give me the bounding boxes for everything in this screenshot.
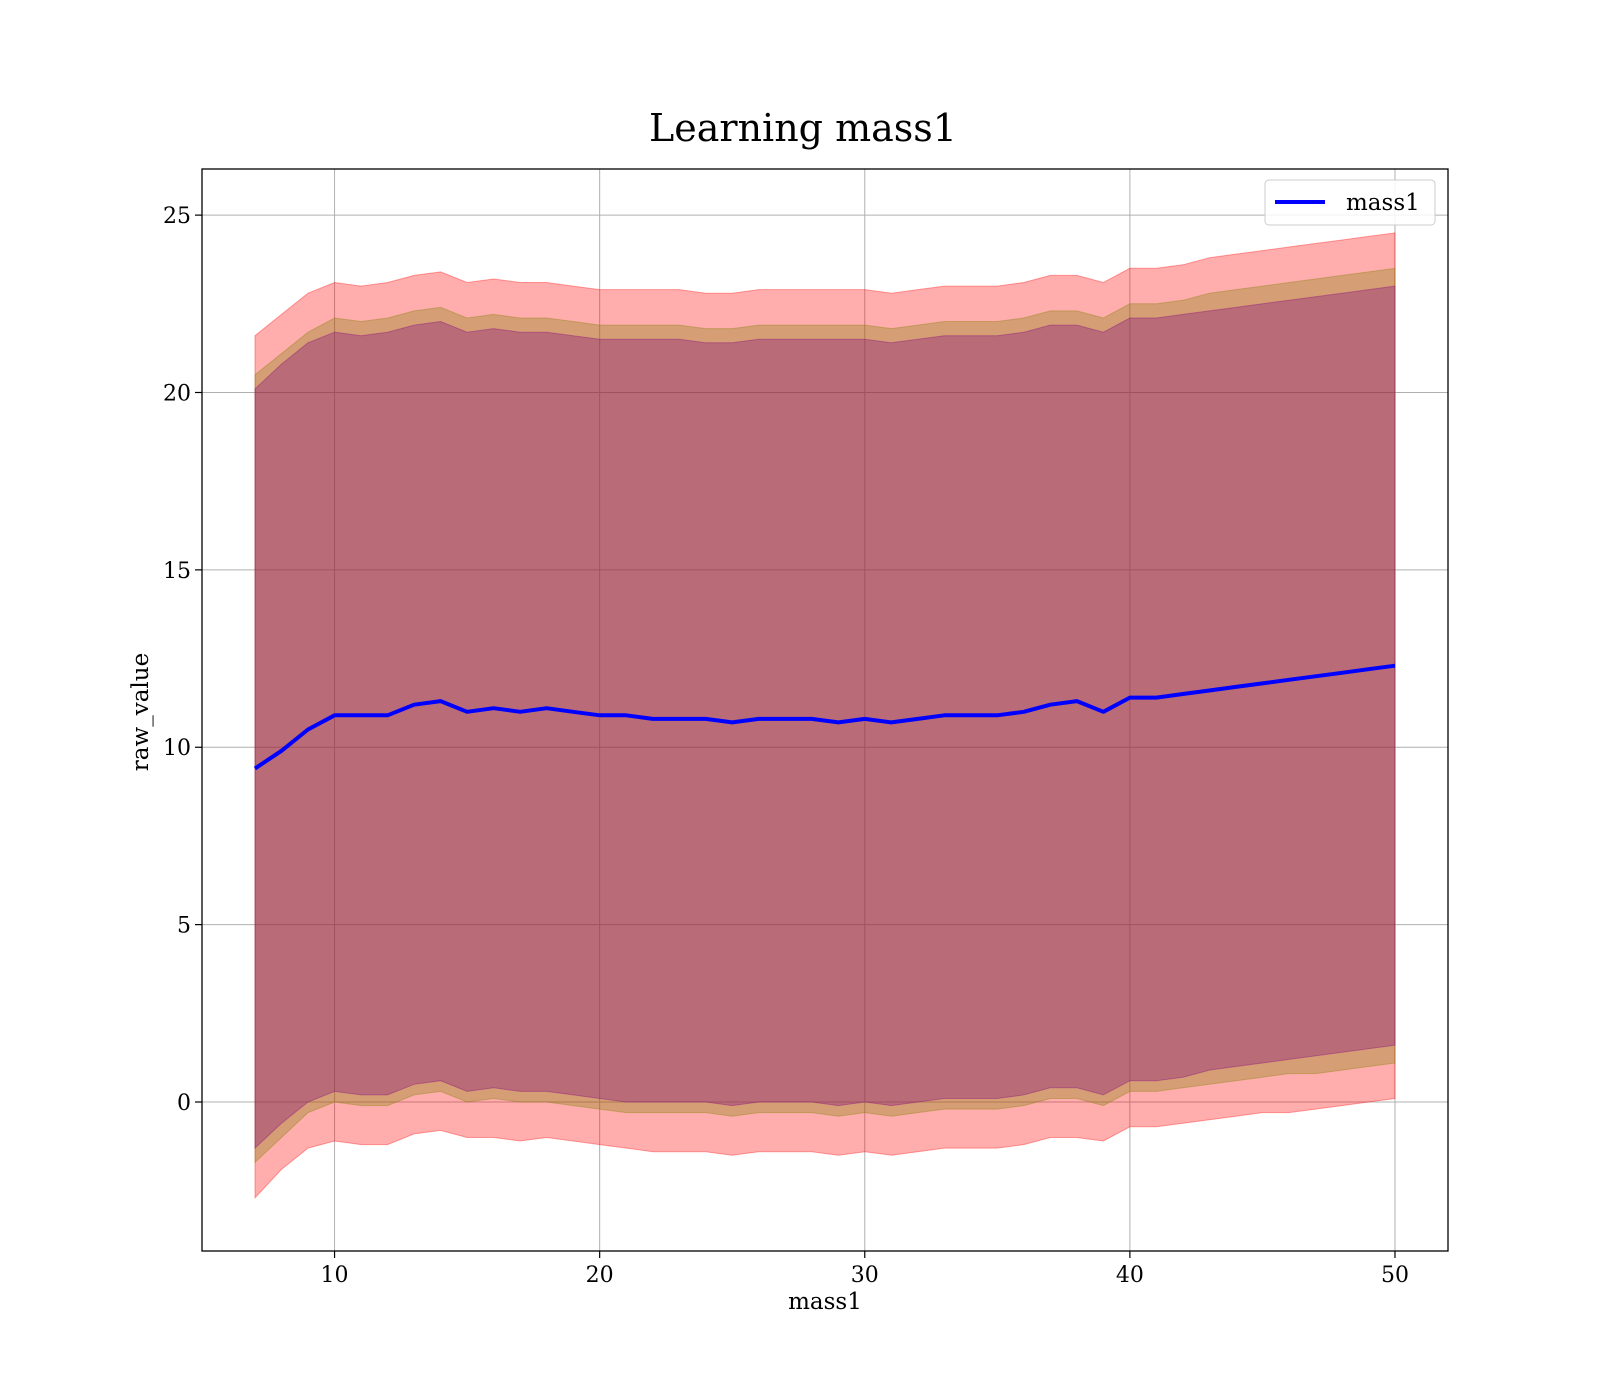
- confidence-band-1: [254, 232, 1396, 1200]
- x-axis-ticks: 10 20 30 40 50: [321, 1251, 1409, 1288]
- y-tick-label: 15: [163, 559, 191, 584]
- series-line-1: [253, 663, 1396, 771]
- y-axis-ticks: 0 5 10 15 20 25: [163, 204, 202, 1116]
- confidence-band-3: [254, 285, 1396, 1150]
- chart-title: Learning mass1: [649, 106, 957, 150]
- x-tick-label: 40: [1116, 1263, 1144, 1288]
- x-tick-label: 10: [321, 1263, 349, 1288]
- grid: [202, 169, 1448, 1251]
- lines: [253, 663, 1396, 771]
- y-tick-label: 5: [177, 914, 191, 939]
- legend-label: mass1: [1346, 190, 1420, 216]
- x-tick-label: 30: [851, 1263, 879, 1288]
- x-tick-label: 50: [1381, 1263, 1409, 1288]
- legend: mass1: [1264, 179, 1436, 226]
- y-tick-label: 20: [163, 381, 191, 406]
- x-tick-label: 20: [586, 1263, 614, 1288]
- x-axis-label: mass1: [788, 1289, 862, 1315]
- bands: [254, 232, 1396, 1200]
- y-tick-label: 0: [177, 1091, 191, 1116]
- y-axis-label: raw_value: [128, 653, 154, 771]
- y-tick-label: 25: [163, 204, 191, 229]
- y-tick-label: 10: [163, 736, 191, 761]
- plot-frame: [201, 168, 1449, 1252]
- confidence-band-2: [254, 267, 1396, 1164]
- legend-box: [1264, 179, 1436, 226]
